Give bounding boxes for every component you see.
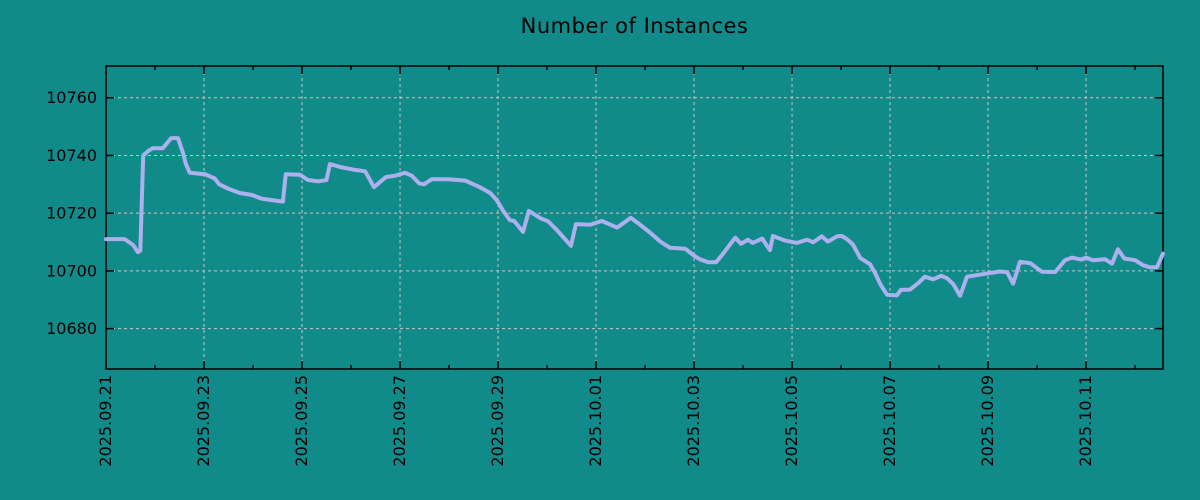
x-tick-label: 2025.09.29 [488,375,507,467]
y-tick-label: 10680 [46,319,97,338]
x-tick-label: 2025.09.27 [390,375,409,467]
plot-border [105,65,1164,370]
x-tick-label: 2025.10.05 [782,375,801,467]
x-tick-label: 2025.10.09 [978,375,997,467]
chart-title: Number of Instances [520,14,749,38]
y-tick-label: 10760 [46,88,97,107]
data-line-instances [104,136,1165,298]
x-tick-label: 2025.10.11 [1076,375,1095,467]
y-tick-label: 10720 [46,204,97,223]
x-tick-label: 2025.09.25 [292,375,311,467]
y-tick-label: 10740 [46,146,97,165]
x-tick-label: 2025.10.07 [880,375,899,467]
x-tick-label: 2025.09.23 [194,375,213,467]
x-tick-label: 2025.10.01 [586,375,605,467]
x-tick-label: 2025.10.03 [684,375,703,467]
y-tick-label: 10700 [46,261,97,280]
x-tick-label: 2025.09.21 [96,375,115,467]
